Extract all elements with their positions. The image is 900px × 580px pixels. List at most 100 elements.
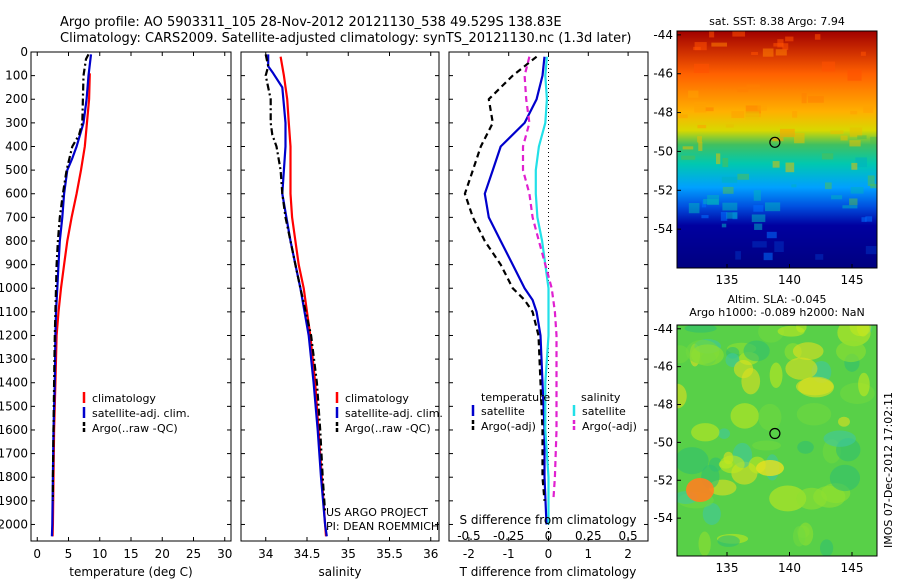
x-top-tick-label: -0.25 (493, 529, 524, 543)
map-y-tick-label: -44 (653, 28, 673, 42)
sst-cell (785, 36, 794, 42)
sla-map-axes: 135 140 145 -44 -46 -48 -50 -52 -54 (653, 322, 863, 575)
legend-title-temperature: temperature (481, 391, 550, 404)
map-y-tick-label: -50 (653, 144, 673, 158)
sst-cell (857, 135, 867, 140)
sst-cell (782, 43, 789, 51)
sst-cell (681, 155, 696, 160)
sla-cell (769, 362, 783, 389)
x-tick-label: 30 (217, 547, 232, 561)
sst-cell (772, 161, 780, 168)
sla-argo-position-marker (769, 427, 781, 440)
sst-cell (731, 111, 745, 118)
sst-cell (721, 223, 727, 228)
sst-cell (791, 184, 797, 188)
sla-map-title: Altim. SLA: -0.045 (727, 293, 826, 306)
salinity-profile-panel: 34 34.5 35 35.5 36 salinity climatology satel… (240, 51, 443, 579)
sst-cell (785, 162, 795, 173)
depth-tick-label: 100 (5, 69, 28, 83)
x-tick-label: 34 (258, 547, 273, 561)
temperature-x-axis: 0 5 10 15 20 25 30 (33, 52, 232, 561)
x-tick-label: -2 (463, 547, 475, 561)
sla-cell (717, 535, 740, 547)
map-x-tick-label: 135 (716, 273, 739, 287)
legend-label: climatology (92, 392, 156, 405)
depth-axis: 0 100 200 300 400 500 600 700 800 900 1000 1100 1200… (0, 45, 648, 531)
x-tick-label: -1 (503, 547, 515, 561)
x-tick-label: 20 (155, 547, 170, 561)
sla-cell (752, 440, 782, 451)
difference-legend: temperature salinitysatelliteArgo(-adj)sa… (471, 391, 637, 433)
sla-cell (823, 430, 856, 447)
sst-cell (860, 51, 866, 56)
depth-tick-label: 700 (5, 210, 28, 224)
sst-map-panel: sat. SST: 8.38 Argo: 7.94 135 140 145 -44 -4… (653, 15, 878, 287)
sla-cell (796, 487, 827, 510)
sst-cell (688, 203, 700, 214)
map-y-tick-label: -50 (653, 435, 673, 449)
depth-tick-label: 300 (5, 116, 28, 130)
depth-tick-label: 400 (5, 139, 28, 153)
sst-cell (821, 61, 836, 72)
difference-x-axis: -2 -1 0 1 2 (463, 52, 632, 561)
sst-cell (711, 42, 727, 47)
sla-cell (797, 440, 814, 454)
sla-cell (836, 340, 866, 363)
sst-cell (693, 63, 710, 73)
sst-cell (840, 135, 848, 141)
sst-cell (842, 205, 858, 209)
depth-tick-label: 1600 (0, 423, 28, 437)
sst-cell (850, 110, 858, 115)
sst-cell (801, 93, 807, 104)
sla-cell (677, 447, 709, 475)
sst-cell (849, 140, 861, 147)
sst-argo-position-marker (769, 136, 781, 148)
sst-cell (694, 42, 707, 51)
sla-cell (758, 325, 784, 343)
sla-cell (691, 344, 724, 366)
series-line-s-argo-adj- (521, 56, 558, 501)
legend-label: satellite (481, 405, 525, 418)
sst-cell (762, 48, 774, 57)
sla-cell (730, 403, 759, 429)
sla-cell (795, 377, 834, 396)
depth-tick-label: 1100 (0, 305, 28, 319)
series-line-t-satellite (483, 56, 548, 525)
sla-cell (785, 357, 818, 380)
x-tick-label: 10 (92, 547, 107, 561)
depth-tick-label: 1500 (0, 399, 28, 413)
sst-cell (745, 111, 760, 120)
argo-position-circle (769, 427, 781, 440)
sst-cell (771, 137, 784, 142)
sst-map-axes: 135 140 145 -44 -46 -48 -50 -52 -54 (653, 28, 863, 287)
x-tick-label: 15 (123, 547, 138, 561)
series-line-t-argo-adj- (463, 55, 546, 501)
temperature-legend: climatology satellite-adj. clim. Argo(..ra… (82, 392, 190, 435)
sst-cell (774, 241, 784, 253)
x-tick-label: 35 (341, 547, 356, 561)
legend-label: Argo(-adj) (582, 420, 637, 433)
x-tick-label: 34.5 (294, 547, 321, 561)
depth-tick-label: 1200 (0, 328, 28, 342)
salinity-xlabel: salinity (318, 565, 361, 579)
sst-cell (703, 198, 719, 205)
salinity-legend: climatology satellite-adj. clim. Argo(..ra… (335, 392, 443, 435)
sst-cell (745, 105, 761, 114)
sst-cell (694, 101, 707, 113)
x-tick-label: 35.5 (376, 547, 403, 561)
sla-cell (820, 539, 834, 556)
sla-cell (777, 325, 805, 337)
sst-cell (701, 215, 709, 219)
sst-cell (865, 216, 873, 222)
sst-cell (720, 211, 728, 221)
map-y-tick-label: -52 (653, 183, 673, 197)
sst-cell (746, 84, 760, 89)
sla-cell (796, 402, 832, 426)
sst-cell (716, 153, 721, 165)
sla-cell (793, 526, 806, 547)
sst-cell (732, 31, 746, 37)
sst-cell (865, 246, 877, 255)
sst-cell (794, 132, 805, 144)
map-y-tick-label: -54 (653, 222, 673, 236)
